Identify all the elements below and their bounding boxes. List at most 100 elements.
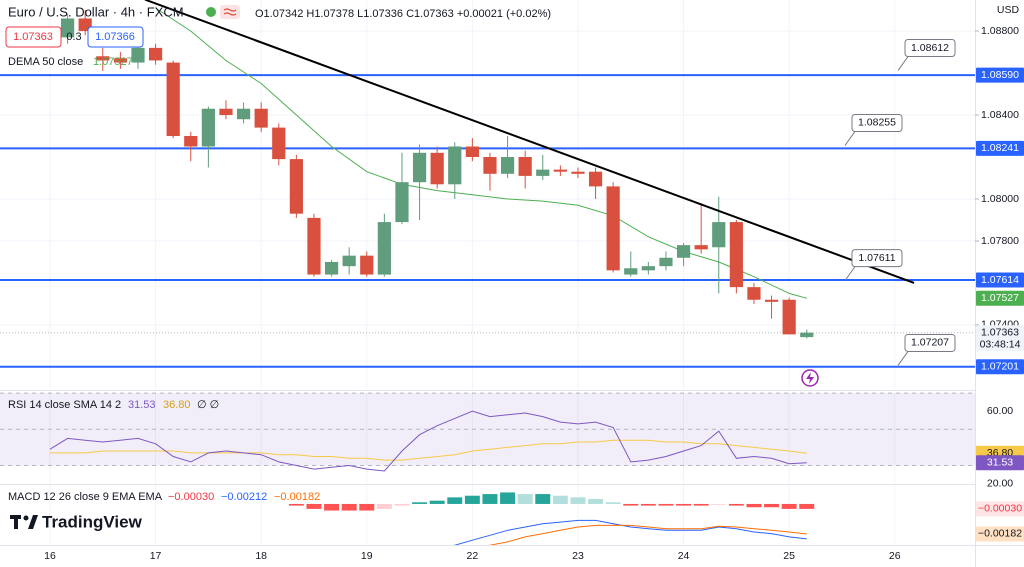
buy-button[interactable] [87,26,144,48]
macd-histogram [500,492,516,504]
dema-line [155,7,807,299]
macd-signal-badge-bg [976,526,1024,542]
macd-signal-value: −0.00182 [274,491,320,503]
candle-body [289,159,303,214]
candle-body [113,58,127,63]
candle-body [395,182,409,223]
currency: USD [997,4,1020,16]
market-status [206,7,216,17]
candle-body [430,152,444,185]
macd-histogram [764,503,780,508]
x-tick-label: 22 [467,550,479,562]
candle-body [465,146,479,158]
candle-body [782,299,796,335]
trendline [144,0,915,284]
candle-body [624,268,638,275]
dema-badge: 1.07527 [981,292,1019,304]
candle-body [641,266,655,271]
candle-body [60,18,75,38]
macd-histogram [288,503,304,506]
logo-mark [14,515,18,529]
rsi-tick-label: 60.00 [987,405,1013,417]
candle-body [254,108,268,128]
macd-histogram [341,503,357,511]
candle-body [166,62,180,137]
signal-line [488,524,807,545]
sell-button[interactable] [5,26,62,48]
macd-histogram [376,503,392,509]
y-tick-label: 1.08800 [981,25,1019,37]
candle-body [219,108,233,116]
candle-body [201,108,215,147]
axes: 16 17 18 19 22 23 24 25 26 1.08800 1.08400 1.08000 1… [44,25,1024,562]
level-label-bg [976,67,1024,83]
macd-pane [288,492,815,545]
candle-body [571,171,585,174]
status-badge [220,5,240,19]
level-label: 1.07614 [981,274,1019,286]
macd-histogram [570,497,586,504]
macd-histogram [605,502,621,504]
macd-histogram [394,503,410,506]
price-pane: 1.08612 1.08255 1.07611 1.07207 [0,0,975,368]
macd-histogram [658,503,674,506]
x-tick-label: 16 [44,550,56,562]
callout-label: 1.07207 [911,337,949,349]
macd-hist-badge-bg [976,501,1024,517]
last-price-badge: 1.07363 [981,326,1019,338]
spread: 0.3 [66,31,81,43]
candle-body [553,169,567,172]
status-icon [223,8,237,16]
candle-body [236,108,251,120]
x-tick-label: 26 [889,550,901,562]
level-label: 1.07201 [981,360,1019,372]
rsi-pane [0,392,975,472]
macd-histogram [447,497,463,504]
x-tick-label: 23 [572,550,584,562]
candle-body [518,157,532,176]
level-label-bg [976,140,1024,156]
macd-hist-badge: −0.00030 [978,503,1022,515]
macd-histogram [623,503,639,506]
candle-body [712,222,726,248]
callout-label: 1.07611 [858,252,895,264]
rsi-tick-label: 20.00 [987,477,1013,489]
events-bolt [806,372,814,384]
rsi-sma-value: 36.80 [163,399,191,411]
macd-histogram [588,499,604,504]
candle-body [483,157,497,174]
symbol-title[interactable]: Euro / U.S. Dollar · 4h · FXCM [8,4,184,19]
macd-histogram [640,503,656,506]
candle-body [96,56,110,61]
callout-box [904,39,956,58]
macd-histogram [464,495,480,504]
candle-body [342,255,356,267]
level-label-bg [976,359,1024,375]
macd-histogram [535,494,551,504]
macd-histogram [324,503,340,511]
macd-hist-value: −0.00030 [168,491,214,503]
callout-pointer [844,131,856,146]
candle-body [606,186,620,271]
callout-box [904,333,956,352]
candle-body [800,332,814,338]
candle-body [659,257,673,267]
buy-price: 1.07366 [95,31,135,43]
macd-histogram [676,503,692,506]
rsi-value: 31.53 [128,399,156,411]
macd-histogram [711,503,727,505]
macd-histogram [517,494,533,504]
x-tick-label: 17 [150,550,162,562]
macd-signal-badge: −0.00182 [978,528,1022,540]
callout-pointer [844,266,856,281]
macd-histogram [728,503,744,506]
candle-body [676,245,691,258]
macd-histogram [693,503,709,506]
macd-histogram [359,503,375,511]
level-label: 1.08241 [981,142,1019,154]
macd-histogram [746,503,762,508]
candle-body [764,299,779,302]
dema-name: DEMA 50 close [8,56,83,68]
candle-body [412,152,427,183]
callout-pointer [897,56,909,71]
